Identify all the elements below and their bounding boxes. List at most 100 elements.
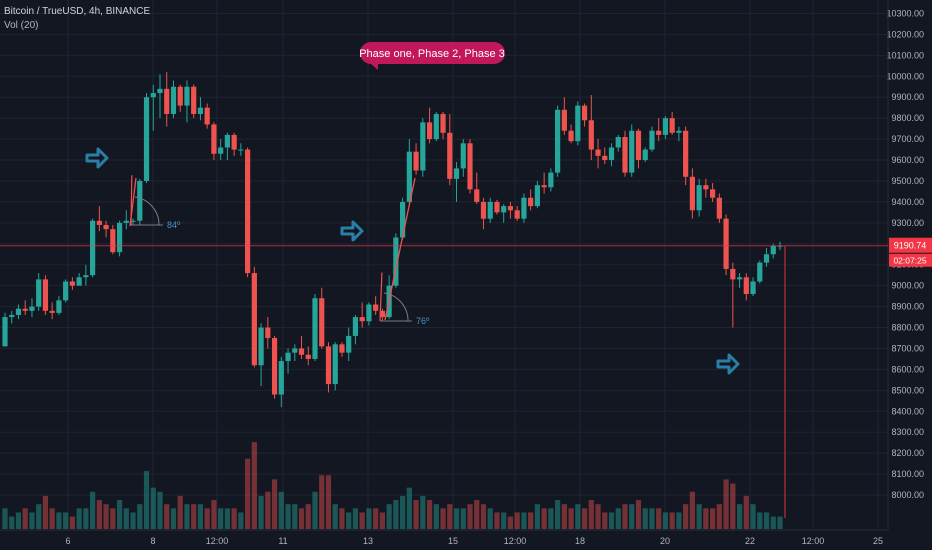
candle-body[interactable] xyxy=(218,147,224,154)
candle-body[interactable] xyxy=(460,143,466,169)
candle-body[interactable] xyxy=(757,262,763,282)
candle-body[interactable] xyxy=(110,229,116,253)
candle-body[interactable] xyxy=(528,197,534,207)
candle-body[interactable] xyxy=(521,197,527,219)
candle-body[interactable] xyxy=(359,317,365,322)
candle-body[interactable] xyxy=(96,220,102,225)
candle-body[interactable] xyxy=(595,149,601,156)
candle-body[interactable] xyxy=(575,105,581,142)
candle-body[interactable] xyxy=(696,185,702,211)
candle-body[interactable] xyxy=(224,134,230,148)
candle-body[interactable] xyxy=(750,281,756,295)
candle-body[interactable] xyxy=(514,210,520,219)
candle-body[interactable] xyxy=(184,86,190,106)
candle-body[interactable] xyxy=(770,245,776,255)
candle-body[interactable] xyxy=(453,168,460,179)
callout-box[interactable] xyxy=(360,42,505,64)
candle-body[interactable] xyxy=(157,88,163,94)
phase-trendline[interactable] xyxy=(384,177,416,321)
candle-body[interactable] xyxy=(352,317,359,336)
candle-body[interactable] xyxy=(63,281,69,301)
candle-body[interactable] xyxy=(42,279,49,311)
volume-indicator-label[interactable]: Vol (20) xyxy=(4,20,39,31)
angle-trendline[interactable] xyxy=(379,272,383,322)
phase-trendline[interactable] xyxy=(129,177,137,227)
candle-body[interactable] xyxy=(325,346,332,385)
candle-body[interactable] xyxy=(15,308,22,315)
candle-body[interactable] xyxy=(555,109,561,173)
candle-body[interactable] xyxy=(76,277,82,286)
candle-body[interactable] xyxy=(238,149,244,151)
candle-body[interactable] xyxy=(588,120,594,150)
candle-body[interactable] xyxy=(191,86,197,114)
candle-body[interactable] xyxy=(507,206,514,211)
candle-body[interactable] xyxy=(231,134,237,150)
candle-body[interactable] xyxy=(541,185,547,188)
candle-body[interactable] xyxy=(494,201,500,213)
candle-body[interactable] xyxy=(197,107,204,114)
candle-body[interactable] xyxy=(480,201,487,219)
candle-body[interactable] xyxy=(534,185,540,207)
candle-body[interactable] xyxy=(413,151,419,171)
candle-body[interactable] xyxy=(615,137,621,148)
candle-body[interactable] xyxy=(29,306,35,311)
candle-body[interactable] xyxy=(622,137,628,173)
candle-body[interactable] xyxy=(393,237,399,286)
candle-body[interactable] xyxy=(763,254,770,263)
candle-body[interactable] xyxy=(736,277,743,280)
candle-body[interactable] xyxy=(150,93,156,98)
candle-body[interactable] xyxy=(683,130,689,177)
candle-body[interactable] xyxy=(602,155,608,161)
candle-body[interactable] xyxy=(730,268,736,280)
right-arrow-icon[interactable] xyxy=(85,147,109,169)
candle-body[interactable] xyxy=(9,314,15,318)
candle-body[interactable] xyxy=(669,118,675,133)
candle-body[interactable] xyxy=(130,220,136,222)
candle-body[interactable] xyxy=(90,220,96,276)
candle-body[interactable] xyxy=(319,298,325,347)
candle-body[interactable] xyxy=(143,97,150,181)
last-price-badge[interactable] xyxy=(889,237,932,253)
candle-body[interactable] xyxy=(716,197,722,219)
candle-body[interactable] xyxy=(487,201,493,219)
candle-body[interactable] xyxy=(635,130,642,161)
candle-body[interactable] xyxy=(629,130,635,173)
candle-body[interactable] xyxy=(656,130,662,135)
candle-body[interactable] xyxy=(258,327,264,366)
candle-body[interactable] xyxy=(204,107,210,125)
candle-body[interactable] xyxy=(312,298,318,359)
candle-body[interactable] xyxy=(420,122,426,171)
candle-body[interactable] xyxy=(211,124,217,154)
candle-body[interactable] xyxy=(22,308,28,311)
candle-body[interactable] xyxy=(305,354,311,359)
candle-body[interactable] xyxy=(177,86,183,106)
candle-body[interactable] xyxy=(285,352,291,362)
candle-body[interactable] xyxy=(170,86,177,114)
candle-body[interactable] xyxy=(548,172,554,188)
candle-body[interactable] xyxy=(56,300,62,313)
candle-body[interactable] xyxy=(447,132,453,179)
candle-body[interactable] xyxy=(292,348,298,353)
candle-body[interactable] xyxy=(400,201,406,238)
candle-body[interactable] xyxy=(251,273,257,366)
candle-body[interactable] xyxy=(298,348,305,355)
candle-body[interactable] xyxy=(581,105,588,121)
candle-body[interactable] xyxy=(379,310,385,318)
right-arrow-icon[interactable] xyxy=(340,220,364,242)
candle-body[interactable] xyxy=(123,220,129,223)
candle-body[interactable] xyxy=(366,304,372,322)
candle-body[interactable] xyxy=(723,218,729,269)
candle-body[interactable] xyxy=(710,189,716,198)
right-arrow-icon[interactable] xyxy=(716,353,740,375)
candle-body[interactable] xyxy=(676,130,682,133)
candle-body[interactable] xyxy=(265,327,271,339)
candle-body[interactable] xyxy=(608,147,615,161)
candle-body[interactable] xyxy=(743,277,749,295)
candle-body[interactable] xyxy=(433,113,439,140)
candle-body[interactable] xyxy=(406,151,412,202)
candle-body[interactable] xyxy=(346,335,352,353)
candle-body[interactable] xyxy=(474,189,480,202)
candle-body[interactable] xyxy=(36,279,42,307)
candle-body[interactable] xyxy=(467,143,473,190)
